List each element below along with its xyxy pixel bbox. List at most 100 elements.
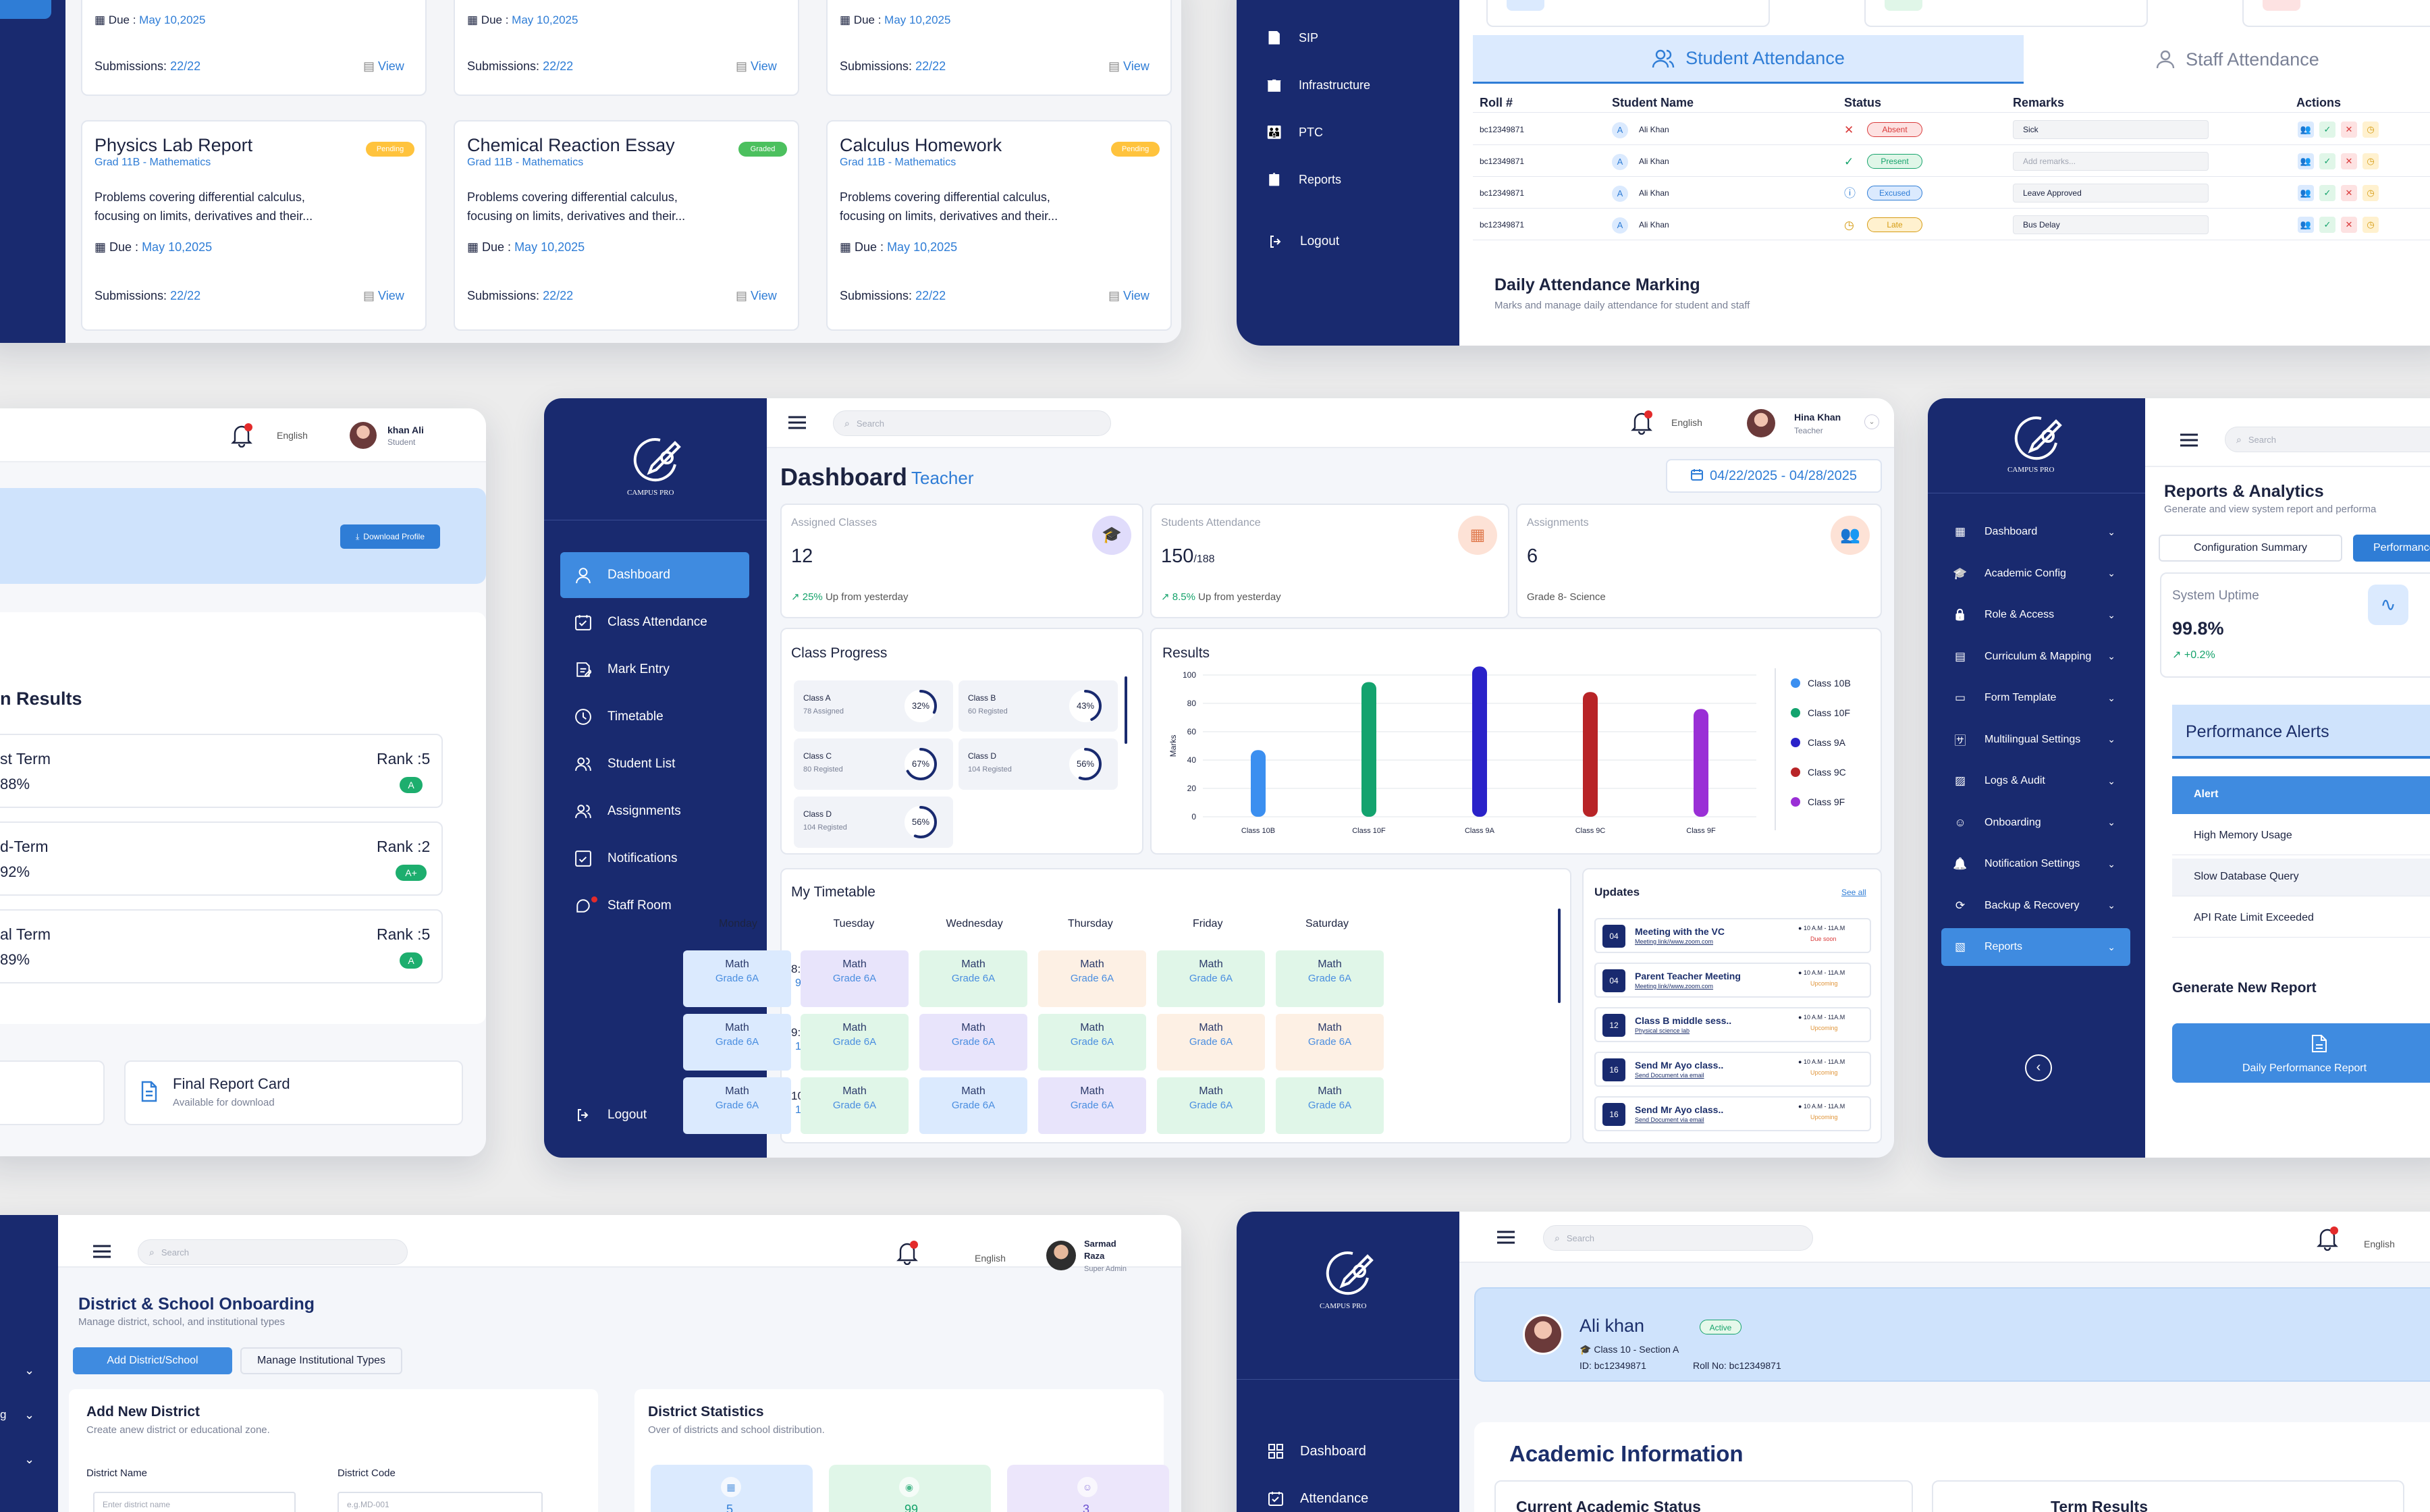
update-item[interactable] bbox=[1594, 918, 1871, 953]
sidebar-item-curriculum-mapping[interactable]: ▤ Curriculum & Mapping ⌄ bbox=[1941, 638, 2130, 676]
update-item[interactable] bbox=[1594, 1007, 1871, 1042]
final-report-card[interactable] bbox=[124, 1060, 463, 1125]
daily-performance-report-button[interactable]: Daily Performance Report bbox=[2172, 1023, 2430, 1083]
user-menu-chevron-icon[interactable]: ⌄ bbox=[1864, 414, 1879, 429]
timetable-cell[interactable]: Math Grade 6A bbox=[801, 1014, 909, 1071]
timetable-cell[interactable]: Math Grade 6A bbox=[919, 950, 1027, 1007]
check-icon[interactable]: ✓ bbox=[2319, 185, 2336, 201]
view-link[interactable]: ▤ View bbox=[736, 59, 777, 73]
avatar[interactable] bbox=[350, 422, 377, 449]
search-input[interactable]: ⌕ Search bbox=[2225, 427, 2430, 452]
logout-button[interactable]: Logout bbox=[574, 1095, 736, 1135]
hamburger-menu-icon[interactable] bbox=[93, 1245, 111, 1258]
sidebar-item-staff-room[interactable]: Staff Room bbox=[560, 883, 749, 929]
tab-performance-report[interactable]: Performance R bbox=[2353, 535, 2430, 562]
close-icon[interactable]: ✕ bbox=[2341, 153, 2357, 169]
sidebar-chevron-icon[interactable]: ⌄ bbox=[24, 1408, 35, 1422]
view-link[interactable]: ▤ View bbox=[736, 289, 777, 302]
remarks-input[interactable]: Add remarks... bbox=[2013, 152, 2209, 171]
view-link[interactable]: ▤ View bbox=[363, 289, 404, 302]
notification-bell-icon[interactable] bbox=[231, 423, 252, 448]
language-selector[interactable]: English bbox=[1671, 417, 1702, 428]
logout-button[interactable]: Logout bbox=[1266, 221, 1428, 262]
alert-item[interactable] bbox=[2172, 859, 2430, 896]
language-selector[interactable]: English bbox=[2364, 1239, 2395, 1249]
sidebar-item-infrastructure[interactable]: 🏢 Infrastructure bbox=[1265, 65, 1440, 105]
sidebar-item-role-access[interactable]: 🔒 Role & Access ⌄ bbox=[1941, 596, 2130, 634]
clock-icon[interactable]: ◷ bbox=[2362, 217, 2379, 233]
sidebar-item-multilingual-settings[interactable]: 🈂 Multilingual Settings ⌄ bbox=[1941, 721, 2130, 759]
timetable-cell[interactable]: Math Grade 6A bbox=[1038, 1077, 1146, 1134]
check-icon[interactable]: ✓ bbox=[2319, 122, 2336, 138]
sidebar-item-dashboard[interactable]: ▦ Dashboard ⌄ bbox=[1941, 513, 2130, 551]
sidebar-item-logs-audit[interactable]: ▨ Logs & Audit ⌄ bbox=[1941, 762, 2130, 800]
sidebar-item-dashboard[interactable]: Dashboard bbox=[560, 552, 749, 598]
timetable-cell[interactable]: Math Grade 6A bbox=[1157, 950, 1265, 1007]
hamburger-menu-icon[interactable] bbox=[2180, 433, 2198, 447]
notification-bell-icon[interactable] bbox=[2317, 1226, 2338, 1251]
timetable-cell[interactable]: Math Grade 6A bbox=[1038, 950, 1146, 1007]
timetable-cell[interactable]: Math Grade 6A bbox=[1276, 1077, 1384, 1134]
sidebar-item-onboarding[interactable]: ☺ Onboarding ⌄ bbox=[1941, 804, 2130, 842]
user-check-icon[interactable]: 👥 bbox=[2298, 185, 2314, 201]
remarks-input[interactable]: Bus Delay bbox=[2013, 215, 2209, 234]
language-selector[interactable]: English bbox=[975, 1253, 1006, 1264]
timetable-cell[interactable]: Math Grade 6A bbox=[683, 1077, 791, 1134]
avatar[interactable] bbox=[1747, 409, 1775, 437]
assignment-card[interactable] bbox=[454, 0, 799, 96]
remarks-input[interactable]: Leave Approved bbox=[2013, 184, 2209, 202]
sidebar-active-tab[interactable] bbox=[0, 0, 51, 19]
term-result-card[interactable] bbox=[0, 909, 443, 983]
sidebar-item-form-template[interactable]: ▭ Form Template ⌄ bbox=[1941, 679, 2130, 717]
timetable-cell[interactable]: Math Grade 6A bbox=[1157, 1077, 1265, 1134]
update-item[interactable] bbox=[1594, 1096, 1871, 1131]
avatar[interactable] bbox=[1046, 1241, 1076, 1270]
term-result-card[interactable] bbox=[0, 821, 443, 896]
alert-item[interactable] bbox=[2172, 817, 2430, 855]
notification-bell-icon[interactable] bbox=[1631, 410, 1652, 435]
check-icon[interactable]: ✓ bbox=[2319, 153, 2336, 169]
view-link[interactable]: ▤ View bbox=[1108, 289, 1150, 302]
user-check-icon[interactable]: 👥 bbox=[2298, 153, 2314, 169]
sidebar-item-class-attendance[interactable]: Class Attendance bbox=[560, 599, 749, 645]
term-result-card[interactable] bbox=[0, 734, 443, 808]
timetable-cell[interactable]: Math Grade 6A bbox=[683, 950, 791, 1007]
assignment-card[interactable] bbox=[826, 0, 1172, 96]
alert-item[interactable] bbox=[2172, 900, 2430, 938]
timetable-cell[interactable]: Math Grade 6A bbox=[1276, 1014, 1384, 1071]
timetable-cell[interactable]: Math Grade 6A bbox=[801, 950, 909, 1007]
tab-add-district-school[interactable]: Add District/School bbox=[73, 1347, 232, 1374]
close-icon[interactable]: ✕ bbox=[2341, 122, 2357, 138]
timetable-cell[interactable]: Math Grade 6A bbox=[1038, 1014, 1146, 1071]
sidebar-item-student-list[interactable]: Student List bbox=[560, 741, 749, 787]
report-card-item[interactable] bbox=[0, 1060, 105, 1125]
update-item[interactable] bbox=[1594, 963, 1871, 998]
language-selector[interactable]: English bbox=[277, 430, 308, 441]
sidebar-item-notifications[interactable]: Notifications bbox=[560, 836, 749, 882]
remarks-input[interactable]: Sick bbox=[2013, 120, 2209, 139]
tab-staff-attendance[interactable]: Staff Attendance bbox=[2024, 35, 2430, 84]
see-all-link[interactable]: See all bbox=[1841, 888, 1866, 897]
tab-manage-institutional-types[interactable]: Manage Institutional Types bbox=[240, 1347, 402, 1374]
search-input[interactable]: ⌕ Search bbox=[1543, 1225, 1813, 1251]
clock-icon[interactable]: ◷ bbox=[2362, 185, 2379, 201]
timetable-cell[interactable]: Math Grade 6A bbox=[801, 1077, 909, 1134]
clock-icon[interactable]: ◷ bbox=[2362, 153, 2379, 169]
sidebar-item-academic-config[interactable]: 🎓 Academic Config ⌄ bbox=[1941, 555, 2130, 593]
sidebar-item-timetable[interactable]: Timetable bbox=[560, 694, 749, 740]
timetable-cell[interactable]: Math Grade 6A bbox=[1276, 950, 1384, 1007]
sidebar-item-notification-settings[interactable]: 🔔 Notification Settings ⌄ bbox=[1941, 845, 2130, 883]
sidebar-item-reports[interactable]: ▧ Reports ⌄ bbox=[1941, 928, 2130, 966]
view-link[interactable]: ▤ View bbox=[363, 59, 404, 73]
sidebar-item-backup-recovery[interactable]: ⟳ Backup & Recovery ⌄ bbox=[1941, 887, 2130, 925]
hamburger-menu-icon[interactable] bbox=[1497, 1231, 1515, 1244]
search-input[interactable]: ⌕ Search bbox=[138, 1239, 408, 1265]
sidebar-chevron-icon[interactable]: ⌄ bbox=[24, 1364, 35, 1377]
scrollbar[interactable] bbox=[1558, 909, 1561, 1003]
update-item[interactable] bbox=[1594, 1052, 1871, 1087]
timetable-cell[interactable]: Math Grade 6A bbox=[919, 1014, 1027, 1071]
view-link[interactable]: ▤ View bbox=[1108, 59, 1150, 73]
sidebar-item-label[interactable]: g bbox=[0, 1408, 7, 1421]
search-input[interactable]: ⌕ Search bbox=[833, 410, 1111, 436]
tab-student-attendance[interactable]: Student Attendance bbox=[1473, 35, 2024, 84]
